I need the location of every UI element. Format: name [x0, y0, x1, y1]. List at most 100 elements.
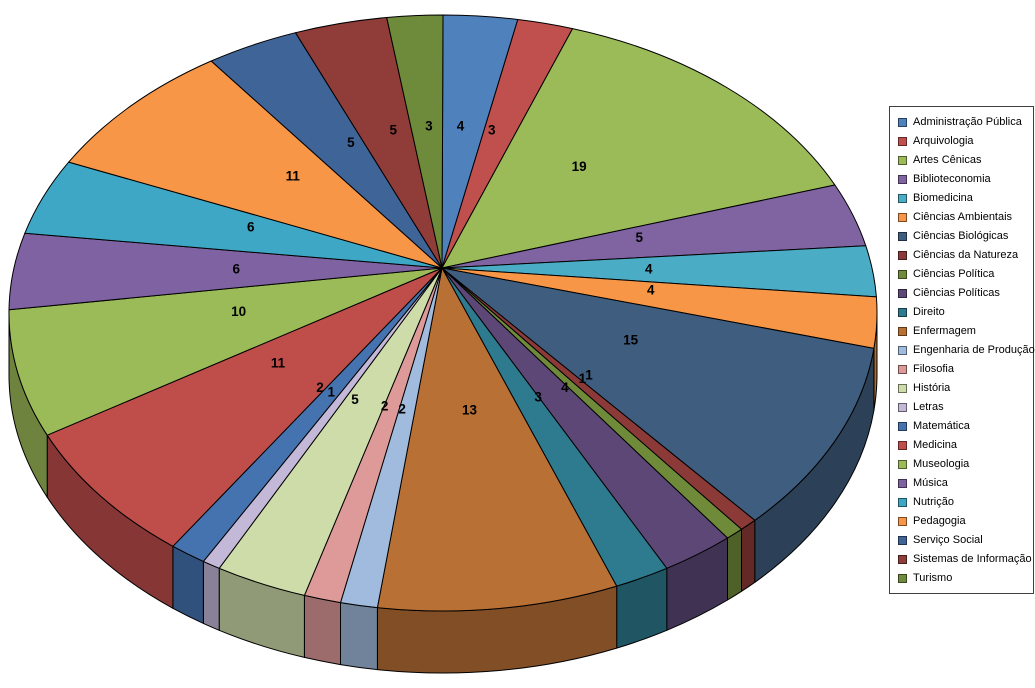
data-label: 3	[425, 118, 433, 133]
legend-item[interactable]: Nutrição	[898, 493, 1029, 512]
legend-label: Engenharia de Produção	[913, 344, 1035, 356]
legend-item[interactable]: Música	[898, 474, 1029, 493]
legend-item[interactable]: Ciências Ambientais	[898, 208, 1029, 227]
pie-slice-side	[340, 602, 378, 671]
legend-swatch-icon	[898, 422, 907, 431]
legend-item[interactable]: Letras	[898, 398, 1029, 417]
pie-slice[interactable]	[441, 28, 836, 269]
legend-label: Ciências Política	[913, 268, 995, 280]
data-label: 5	[351, 392, 359, 407]
legend-item[interactable]: Arquivologia	[898, 132, 1029, 151]
legend-swatch-icon	[898, 232, 907, 241]
legend-label: Ciências Biológicas	[913, 230, 1009, 242]
legend-item[interactable]: Artes Cênicas	[898, 151, 1029, 170]
legend-label: Pedagogia	[913, 515, 966, 527]
data-label: 2	[398, 401, 406, 416]
data-label: 6	[247, 220, 255, 235]
legend-item[interactable]: Engenharia de Produção	[898, 341, 1035, 360]
legend-swatch-icon	[898, 384, 907, 393]
legend-item[interactable]: Medicina	[898, 436, 1029, 455]
legend-item[interactable]: Filosofia	[898, 360, 1029, 379]
data-label: 4	[457, 118, 465, 133]
legend-swatch-icon	[898, 555, 907, 564]
legend-label: Serviço Social	[913, 534, 983, 546]
legend-item[interactable]: Ciências Política	[898, 265, 1029, 284]
legend-label: Direito	[913, 306, 945, 318]
legend-item[interactable]: Pedagogia	[898, 512, 1029, 531]
legend-swatch-icon	[898, 536, 907, 545]
legend-swatch-icon	[898, 365, 907, 374]
pie-slice[interactable]	[46, 267, 443, 547]
legend-item[interactable]: Turismo	[898, 569, 1029, 588]
data-label: 19	[572, 159, 587, 174]
legend-item[interactable]: Ciências Políticas	[898, 284, 1029, 303]
legend-label: Nutrição	[913, 496, 954, 508]
legend-label: Sistemas de Informação	[913, 553, 1032, 565]
pie-slice-side	[741, 519, 756, 592]
legend-item[interactable]: História	[898, 379, 1029, 398]
legend-item[interactable]: Museologia	[898, 455, 1029, 474]
pie-slice[interactable]	[8, 267, 443, 436]
legend-label: Música	[913, 477, 948, 489]
data-label: 1	[585, 367, 593, 382]
legend-item[interactable]: Ciências da Natureza	[898, 246, 1029, 265]
legend-swatch-icon	[898, 251, 907, 260]
legend-swatch-icon	[898, 460, 907, 469]
legend-label: Ciências da Natureza	[913, 249, 1019, 261]
legend-item[interactable]: Enfermagem	[898, 322, 1029, 341]
legend-label: Arquivologia	[913, 135, 974, 147]
pie-slice-side	[202, 560, 220, 631]
legend-item[interactable]: Direito	[898, 303, 1029, 322]
legend-item[interactable]: Administração Pública	[898, 113, 1029, 132]
legend-item[interactable]: Serviço Social	[898, 531, 1029, 550]
pie-slice[interactable]	[386, 14, 444, 269]
data-label: 13	[462, 403, 478, 418]
pie-slice[interactable]	[441, 267, 875, 521]
legend-swatch-icon	[898, 270, 907, 279]
legend-label: Ciências Ambientais	[913, 211, 1013, 223]
legend-item[interactable]: Biblioteconomia	[898, 170, 1029, 189]
legend-swatch-icon	[898, 194, 907, 203]
legend-swatch-icon	[898, 441, 907, 450]
legend-swatch-icon	[898, 118, 907, 127]
data-label: 11	[271, 355, 286, 370]
legend-item[interactable]: Ciências Biológicas	[898, 227, 1029, 246]
legend-swatch-icon	[898, 213, 907, 222]
data-label: 5	[347, 135, 355, 150]
legend-label: Medicina	[913, 439, 958, 451]
data-label: 1	[579, 371, 587, 386]
legend-item[interactable]: Sistemas de Informação	[898, 550, 1032, 569]
data-label: 1	[327, 384, 335, 399]
legend-swatch-icon	[898, 498, 907, 507]
legend-swatch-icon	[898, 308, 907, 317]
data-label: 10	[231, 304, 246, 319]
legend-label: História	[913, 382, 951, 394]
legend-swatch-icon	[898, 327, 907, 336]
legend-label: Ciências Políticas	[913, 287, 1000, 299]
pie-slice[interactable]	[68, 60, 443, 269]
legend-label: Letras	[913, 401, 944, 413]
data-label: 4	[647, 283, 655, 298]
pie-slice[interactable]	[376, 267, 618, 612]
legend-item[interactable]: Matemática	[898, 417, 1029, 436]
legend-swatch-icon	[898, 137, 907, 146]
legend-label: Matemática	[913, 420, 970, 432]
data-label: 6	[232, 261, 240, 276]
data-label: 4	[645, 261, 653, 276]
pie-slice-side	[727, 528, 742, 601]
legend-swatch-icon	[898, 574, 907, 583]
legend-swatch-icon	[898, 175, 907, 184]
legend-label: Turismo	[913, 572, 953, 584]
legend-swatch-icon	[898, 346, 907, 355]
legend-label: Filosofia	[913, 363, 954, 375]
legend-item[interactable]: Biomedicina	[898, 189, 1029, 208]
data-label: 3	[488, 123, 496, 138]
data-label: 2	[316, 380, 324, 395]
legend-label: Museologia	[913, 458, 970, 470]
legend-swatch-icon	[898, 403, 907, 412]
data-label: 4	[561, 380, 569, 395]
legend-label: Biomedicina	[913, 192, 973, 204]
legend-swatch-icon	[898, 156, 907, 165]
